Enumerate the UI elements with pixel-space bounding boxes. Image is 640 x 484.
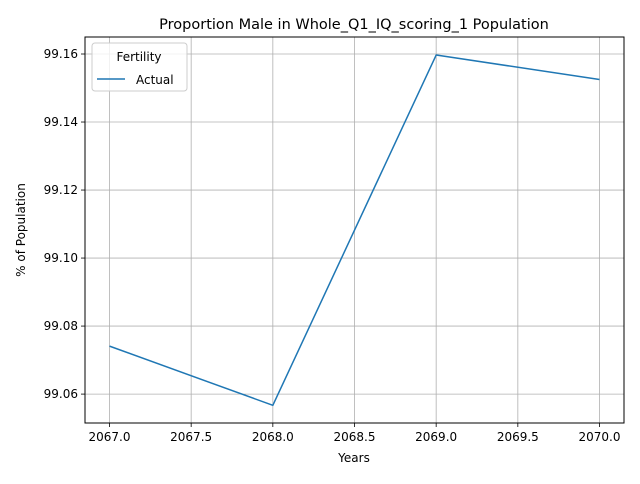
- y-tick-label: 99.06: [44, 387, 78, 401]
- x-tick-label: 2069.5: [497, 430, 539, 444]
- legend-label-actual: Actual: [136, 73, 174, 87]
- legend: Fertility Actual: [91, 42, 188, 92]
- x-tick-label: 2067.0: [89, 430, 131, 444]
- legend-title: Fertility: [116, 50, 161, 64]
- x-tick-label: 2070.0: [579, 430, 621, 444]
- x-axis-label: Years: [337, 451, 370, 465]
- series-line-actual: [109, 54, 600, 407]
- x-tick-label: 2068.0: [252, 430, 294, 444]
- x-axis-ticks: 2067.0 2067.5 2068.0 2068.5 2069.0 2069.5 2070…: [89, 423, 621, 444]
- y-tick-label: 99.14: [44, 115, 78, 129]
- y-axis-ticks: 99.06 99.08 99.10 99.12 99.14 99.16: [44, 47, 85, 401]
- y-axis-label: % of Population: [14, 183, 28, 277]
- y-tick-label: 99.16: [44, 47, 78, 61]
- y-tick-label: 99.12: [44, 183, 78, 197]
- x-tick-label: 2068.5: [334, 430, 376, 444]
- series-layer: [109, 54, 600, 407]
- grid: [85, 37, 624, 423]
- x-tick-label: 2067.5: [170, 430, 212, 444]
- y-tick-label: 99.10: [44, 251, 78, 265]
- y-tick-label: 99.08: [44, 319, 78, 333]
- x-tick-label: 2069.0: [415, 430, 457, 444]
- chart-title: Proportion Male in Whole_Q1_IQ_scoring_1…: [159, 17, 549, 33]
